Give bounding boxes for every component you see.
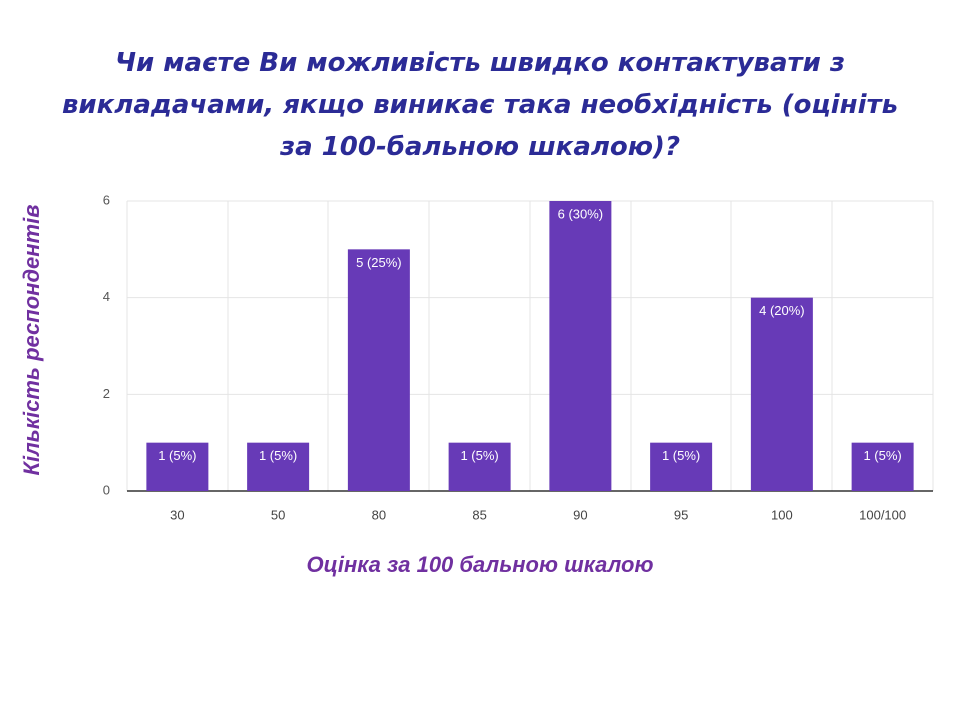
y-tick-label: 2 — [103, 386, 110, 401]
value-label: 1 (5%) — [158, 448, 196, 463]
bar — [650, 442, 713, 491]
x-axis-label: Оцінка за 100 бальною шкалою — [307, 552, 654, 577]
value-label: 6 (30%) — [558, 206, 604, 221]
bar — [146, 442, 209, 491]
x-tick-label: 100 — [771, 507, 793, 522]
vertical-grid — [126, 201, 934, 491]
value-label: 5 (25%) — [356, 255, 402, 270]
value-label: 1 (5%) — [460, 448, 498, 463]
x-tick-label: 85 — [472, 507, 486, 522]
value-label: 4 (20%) — [759, 303, 805, 318]
y-tick-label: 6 — [103, 192, 110, 207]
value-label: 1 (5%) — [863, 448, 901, 463]
value-label: 1 (5%) — [662, 448, 700, 463]
y-tick-label: 4 — [103, 289, 110, 304]
x-tick-label: 30 — [170, 507, 184, 522]
x-tick-label: 95 — [674, 507, 688, 522]
x-tick-label: 50 — [271, 507, 285, 522]
y-tick-label: 0 — [103, 482, 110, 497]
chart-title: Чи маєте Ви можливість швидко контактува… — [61, 48, 899, 162]
value-label: 1 (5%) — [259, 448, 297, 463]
bar — [448, 442, 511, 491]
bar — [347, 249, 410, 491]
y-axis-label: Кількість респондентів — [19, 204, 44, 475]
bar — [247, 442, 310, 491]
bar — [549, 201, 612, 491]
x-tick-label: 80 — [372, 507, 386, 522]
x-tick-label: 90 — [573, 507, 587, 522]
bar — [851, 442, 914, 491]
bar — [750, 297, 813, 491]
x-tick-label: 100/100 — [859, 507, 906, 522]
